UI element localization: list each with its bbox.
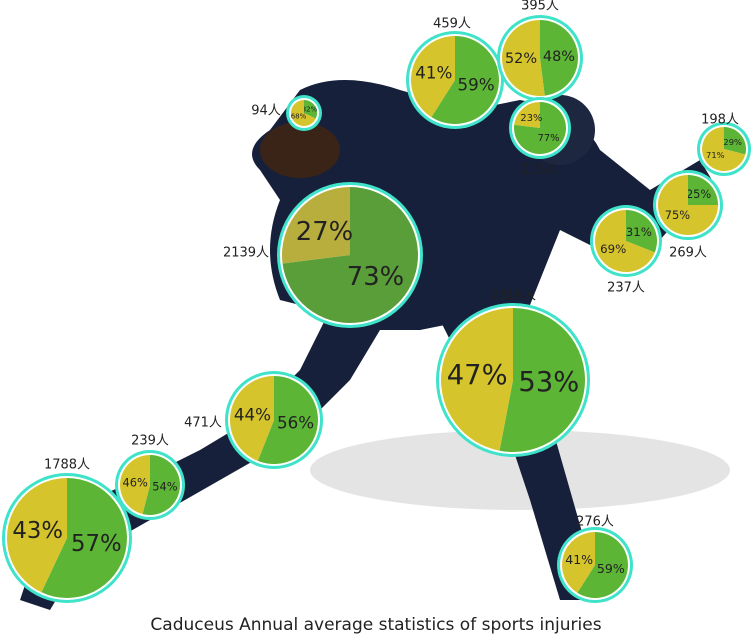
slice-label: 69% (600, 242, 626, 256)
pie-slice (230, 376, 274, 461)
slice-label: 57% (71, 531, 122, 557)
slice-label: 32% (302, 106, 318, 114)
slice-label: 73% (347, 262, 404, 292)
pie-total-label: 269人 (669, 246, 707, 261)
pie-slice (142, 455, 181, 515)
slice-label: 47% (447, 360, 508, 391)
slice-label: 31% (626, 225, 652, 239)
slice-label: 54% (152, 479, 177, 493)
pie-total-label: 237人 (607, 281, 645, 296)
pie-total-label: 471人 (184, 416, 222, 431)
slice-label: 77% (538, 133, 560, 144)
pie-slice (291, 100, 316, 127)
pie-slice (502, 20, 545, 96)
pie-slice (282, 187, 418, 324)
pie-slice (411, 36, 455, 118)
pie-slice (304, 100, 318, 119)
pie-slice (594, 210, 655, 272)
slice-label: 68% (291, 112, 307, 120)
pie-slice (562, 532, 595, 593)
slice-label: 44% (234, 404, 271, 424)
pie-slice (626, 210, 657, 253)
slice-label: 46% (122, 476, 147, 490)
pie-slice (281, 187, 350, 264)
pie-slice (440, 308, 513, 451)
slice-label: 25% (686, 187, 711, 201)
pie-slice (41, 478, 127, 598)
pie-slice (431, 36, 499, 124)
pie-total-label: 276人 (576, 515, 614, 530)
slice-label: 41% (415, 62, 452, 82)
pie-slice (257, 376, 319, 465)
slice-label: 56% (277, 413, 314, 433)
slice-label: 53% (518, 367, 579, 398)
slice-label: 41% (565, 552, 593, 567)
slice-label: 48% (543, 49, 575, 65)
pie-total-label: 216人 (521, 163, 559, 178)
pie-slice (688, 175, 718, 205)
slice-label: 71% (706, 150, 725, 160)
pie-total-label: 94人 (251, 104, 281, 119)
pie-slice (577, 532, 629, 598)
slice-label: 59% (597, 561, 625, 576)
pie-total-label: 459人 (433, 17, 471, 32)
slice-label: 43% (12, 518, 63, 544)
slice-label: 27% (296, 217, 353, 247)
pie-slice (702, 127, 746, 171)
pie-total-label: 2316人 (490, 289, 536, 304)
slice-label: 29% (723, 137, 742, 147)
pie-slice (6, 478, 68, 593)
pie-total-label: 198人 (701, 113, 739, 128)
pie-total-label: 395人 (521, 0, 559, 14)
chart-title: Caduceus Annual average statistics of sp… (150, 615, 601, 635)
pie-slice (514, 102, 540, 128)
pie-slice (499, 308, 585, 452)
slice-label: 59% (458, 75, 495, 95)
pie-total-label: 239人 (131, 434, 169, 449)
slice-label: 75% (665, 208, 690, 222)
pie-slice (724, 127, 747, 155)
slice-label: 52% (505, 51, 537, 67)
pie-slice (540, 20, 578, 96)
pie-total-label: 1788人 (44, 458, 90, 473)
pie-slice (120, 455, 150, 515)
slice-label: 23% (520, 113, 542, 124)
pie-slice (658, 175, 718, 235)
pie-total-label: 2139人 (223, 246, 269, 261)
